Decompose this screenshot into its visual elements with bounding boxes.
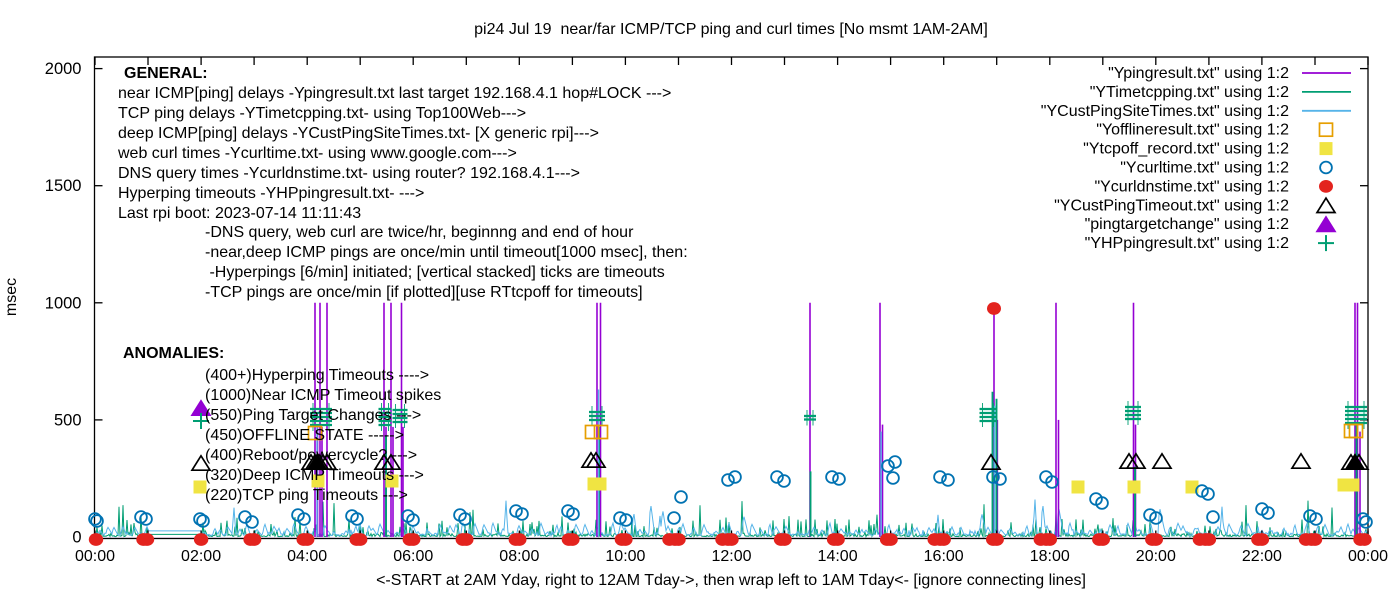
svg-text:"YHPpingresult.txt" using 1:2: "YHPpingresult.txt" using 1:2 <box>1085 235 1289 252</box>
svg-text:<-START at 2AM Yday, right to: <-START at 2AM Yday, right to 12AM Tday-… <box>376 572 1086 589</box>
svg-text:(220)TCP ping Timeouts --->: (220)TCP ping Timeouts ---> <box>205 487 408 504</box>
svg-text:12:00: 12:00 <box>711 548 751 565</box>
svg-text:00:00: 00:00 <box>1348 548 1388 565</box>
svg-text:04:00: 04:00 <box>287 548 327 565</box>
svg-text:1500: 1500 <box>45 177 82 195</box>
svg-text:"Ycurldnstime.txt" using 1:2: "Ycurldnstime.txt" using 1:2 <box>1094 178 1289 195</box>
svg-text:msec: msec <box>3 278 20 316</box>
svg-text:10:00: 10:00 <box>605 548 645 565</box>
svg-text:"pingtargetchange" using 1:2: "pingtargetchange" using 1:2 <box>1085 216 1290 233</box>
svg-text:2000: 2000 <box>45 60 82 78</box>
svg-text:"YCustPingTimeout.txt" using 1: "YCustPingTimeout.txt" using 1:2 <box>1054 197 1289 214</box>
svg-text:14:00: 14:00 <box>818 548 858 565</box>
svg-text:-DNS query, web curl are twice: -DNS query, web curl are twice/hr, begin… <box>205 224 634 241</box>
svg-text:"YCustPingSiteTimes.txt" using: "YCustPingSiteTimes.txt" using 1:2 <box>1041 103 1289 120</box>
svg-text:-TCP pings are once/min [if pl: -TCP pings are once/min [if plotted][use… <box>205 284 643 301</box>
svg-text:pi24 Jul 19 near/far ICMP/TCP: pi24 Jul 19 near/far ICMP/TCP ping and c… <box>474 21 988 38</box>
svg-text:18:00: 18:00 <box>1030 548 1070 565</box>
svg-text:TCP ping delays -YTimetcpping.: TCP ping delays -YTimetcpping.txt- using… <box>118 105 526 122</box>
svg-text:(450)OFFLINE STATE ----->: (450)OFFLINE STATE -----> <box>205 427 404 444</box>
svg-text:08:00: 08:00 <box>499 548 539 565</box>
svg-text:"Ycurltime.txt" using 1:2: "Ycurltime.txt" using 1:2 <box>1120 160 1289 177</box>
svg-text:20:00: 20:00 <box>1136 548 1176 565</box>
svg-text:web curl times -Ycurltime.txt-: web curl times -Ycurltime.txt- using www… <box>117 145 517 162</box>
svg-text:(400+)Hyperping Timeouts ---->: (400+)Hyperping Timeouts ----> <box>205 367 429 384</box>
svg-text:"Ypingresult.txt" using 1:2: "Ypingresult.txt" using 1:2 <box>1108 65 1289 82</box>
svg-text:00:00: 00:00 <box>75 548 115 565</box>
svg-text:"Ytcpoff_record.txt" using 1:2: "Ytcpoff_record.txt" using 1:2 <box>1083 141 1289 158</box>
svg-text:"YTimetcpping.txt" using 1:2: "YTimetcpping.txt" using 1:2 <box>1090 84 1289 101</box>
svg-text:ANOMALIES:: ANOMALIES: <box>123 345 224 362</box>
svg-text:22:00: 22:00 <box>1242 548 1282 565</box>
svg-text:near ICMP[ping] delays -Ypingr: near ICMP[ping] delays -Ypingresult.txt … <box>118 85 671 102</box>
svg-text:(320)Deep ICMP Timeouts --->: (320)Deep ICMP Timeouts ---> <box>205 467 424 484</box>
svg-text:(1000)Near ICMP Timeout spikes: (1000)Near ICMP Timeout spikes <box>205 387 441 404</box>
svg-text:16:00: 16:00 <box>924 548 964 565</box>
svg-text:1000: 1000 <box>45 294 82 312</box>
svg-text:-Hyperpings [6/min] initiated;: -Hyperpings [6/min] initiated; [vertical… <box>205 264 665 281</box>
svg-text:DNS query times -Ycurldnstime.: DNS query times -Ycurldnstime.txt- using… <box>118 165 580 182</box>
svg-text:500: 500 <box>54 411 82 429</box>
svg-text:Last rpi boot: 2023-07-14 11:1: Last rpi boot: 2023-07-14 11:11:43 <box>118 205 361 222</box>
svg-text:0: 0 <box>72 529 81 547</box>
svg-text:GENERAL:: GENERAL: <box>124 65 208 82</box>
svg-text:(400)Reboot/powercycle? --->: (400)Reboot/powercycle? ---> <box>205 447 417 464</box>
svg-text:Hyperping timeouts -YHPpingres: Hyperping timeouts -YHPpingresult.txt- -… <box>118 185 424 202</box>
svg-text:deep ICMP[ping] delays -YCustP: deep ICMP[ping] delays -YCustPingSiteTim… <box>118 125 599 142</box>
svg-text:(550)Ping Target Changes --->: (550)Ping Target Changes ---> <box>205 407 421 424</box>
svg-text:"Yofflineresult.txt" using 1:2: "Yofflineresult.txt" using 1:2 <box>1096 122 1289 139</box>
svg-text:02:00: 02:00 <box>181 548 221 565</box>
svg-text:-near,deep ICMP pings are once: -near,deep ICMP pings are once/min until… <box>205 244 688 261</box>
svg-text:06:00: 06:00 <box>393 548 433 565</box>
